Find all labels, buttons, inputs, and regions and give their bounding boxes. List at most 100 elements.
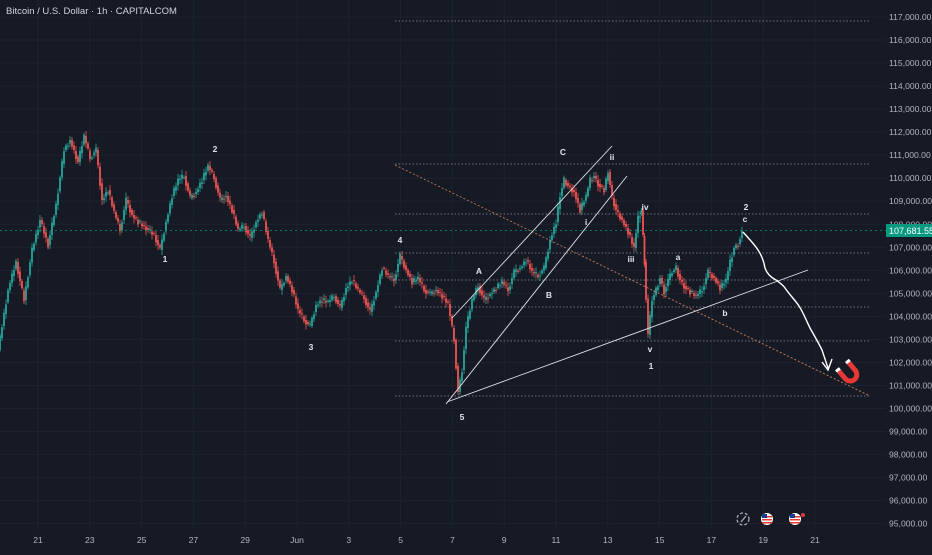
candle-body xyxy=(339,304,341,306)
candle-body xyxy=(513,269,515,278)
candle-body xyxy=(529,264,531,270)
wave-label[interactable]: iv xyxy=(641,202,648,212)
wave-label[interactable]: c xyxy=(743,214,748,224)
wave-label[interactable]: a xyxy=(676,252,681,262)
candle-body xyxy=(165,222,167,232)
candle-body xyxy=(257,219,259,222)
candle-body xyxy=(283,283,285,286)
candle-body xyxy=(479,286,481,294)
magnet-icon[interactable] xyxy=(835,358,863,387)
price-tick-label: 107,000.00 xyxy=(889,242,932,252)
trendline[interactable] xyxy=(451,145,613,319)
price-tick-label: 110,000.00 xyxy=(889,173,932,183)
time-tick-label: 17 xyxy=(707,535,717,545)
candle-body xyxy=(155,235,157,243)
wave-label[interactable]: 1 xyxy=(163,254,168,264)
candle-body xyxy=(185,176,187,186)
time-tick-label: 5 xyxy=(398,535,403,545)
wave-label[interactable]: b xyxy=(722,308,727,318)
candle-body xyxy=(591,180,593,181)
wave-label[interactable]: iii xyxy=(627,254,634,264)
trendline[interactable] xyxy=(445,175,628,405)
candle-body xyxy=(79,150,81,162)
candle-body xyxy=(117,218,119,222)
wave-label[interactable]: 2 xyxy=(744,202,749,212)
candle-body xyxy=(101,183,103,200)
candle-body xyxy=(51,222,53,235)
wave-label[interactable]: ii xyxy=(610,152,615,162)
candle-body xyxy=(97,150,99,166)
candle-body xyxy=(437,290,439,294)
price-tick-label: 114,000.00 xyxy=(889,81,932,91)
time-axis[interactable]: 21 23 25 27 29 Jun 3 5 7 9 11 13 15 17 19 21 xyxy=(33,535,820,545)
candle-body xyxy=(383,268,385,269)
candle-body xyxy=(145,226,147,231)
candle-body xyxy=(467,316,469,328)
candle-body xyxy=(223,198,225,200)
wave-label[interactable]: 5 xyxy=(460,412,465,422)
candle-body xyxy=(75,151,77,159)
candle-body xyxy=(329,300,331,302)
price-axis[interactable]: 117,000.00 116,000.00 115,000.00 114,000.00… xyxy=(889,12,932,529)
projection-path[interactable] xyxy=(742,231,829,369)
candle-body xyxy=(419,278,421,282)
candle-body xyxy=(695,294,697,296)
candle-body xyxy=(247,230,249,234)
candle-body xyxy=(377,285,379,292)
candle-body xyxy=(559,197,561,209)
candle-body xyxy=(337,300,339,304)
candle-body xyxy=(655,287,657,295)
candle-body xyxy=(317,304,319,306)
wave-label[interactable]: B xyxy=(546,290,552,300)
candle-body xyxy=(291,285,293,293)
wave-label[interactable]: 4 xyxy=(398,235,403,245)
candle-body xyxy=(455,340,457,369)
us-flag-icon[interactable] xyxy=(761,513,773,525)
candle-body xyxy=(379,274,381,284)
candle-body xyxy=(505,284,507,286)
wave-label[interactable]: 2 xyxy=(213,144,218,154)
candle-body xyxy=(523,261,525,266)
wave-label[interactable]: 3 xyxy=(309,342,314,352)
candle-body xyxy=(549,240,551,250)
wave-label[interactable]: v xyxy=(648,344,653,354)
wave-label[interactable]: A xyxy=(476,266,482,276)
candle-body xyxy=(733,248,735,255)
candle-body xyxy=(485,296,487,300)
us-flag-icon[interactable] xyxy=(789,513,805,525)
trendlines[interactable] xyxy=(394,145,871,405)
candle-body xyxy=(707,269,709,278)
candle-body xyxy=(741,230,743,238)
candle-body xyxy=(47,238,49,248)
candle-body xyxy=(315,305,317,312)
replay-icon[interactable] xyxy=(736,512,750,526)
candle-body xyxy=(623,220,625,226)
candle-body xyxy=(729,259,731,271)
candle-body xyxy=(409,274,411,277)
wave-label[interactable]: i xyxy=(585,217,587,227)
trendline[interactable] xyxy=(446,269,809,403)
candle-body xyxy=(385,270,387,275)
candle-body xyxy=(673,270,675,272)
candle-body xyxy=(83,134,85,145)
horizontal-levels[interactable] xyxy=(395,20,870,397)
candle-body xyxy=(719,284,721,291)
candle-body xyxy=(435,290,437,292)
candle-body xyxy=(715,278,717,283)
candle-body xyxy=(463,350,465,370)
candle-body xyxy=(107,192,109,194)
candle-body xyxy=(581,202,583,210)
candle-body xyxy=(573,190,575,192)
projection-arrowhead xyxy=(821,358,833,372)
wave-label[interactable]: C xyxy=(560,147,566,157)
candle-body xyxy=(517,270,519,272)
candle-body xyxy=(95,147,97,153)
candle-body xyxy=(99,166,101,186)
candle-body xyxy=(61,161,63,178)
candle-body xyxy=(535,272,537,274)
trendline[interactable] xyxy=(394,164,871,397)
wave-label[interactable]: 1 xyxy=(649,361,654,371)
